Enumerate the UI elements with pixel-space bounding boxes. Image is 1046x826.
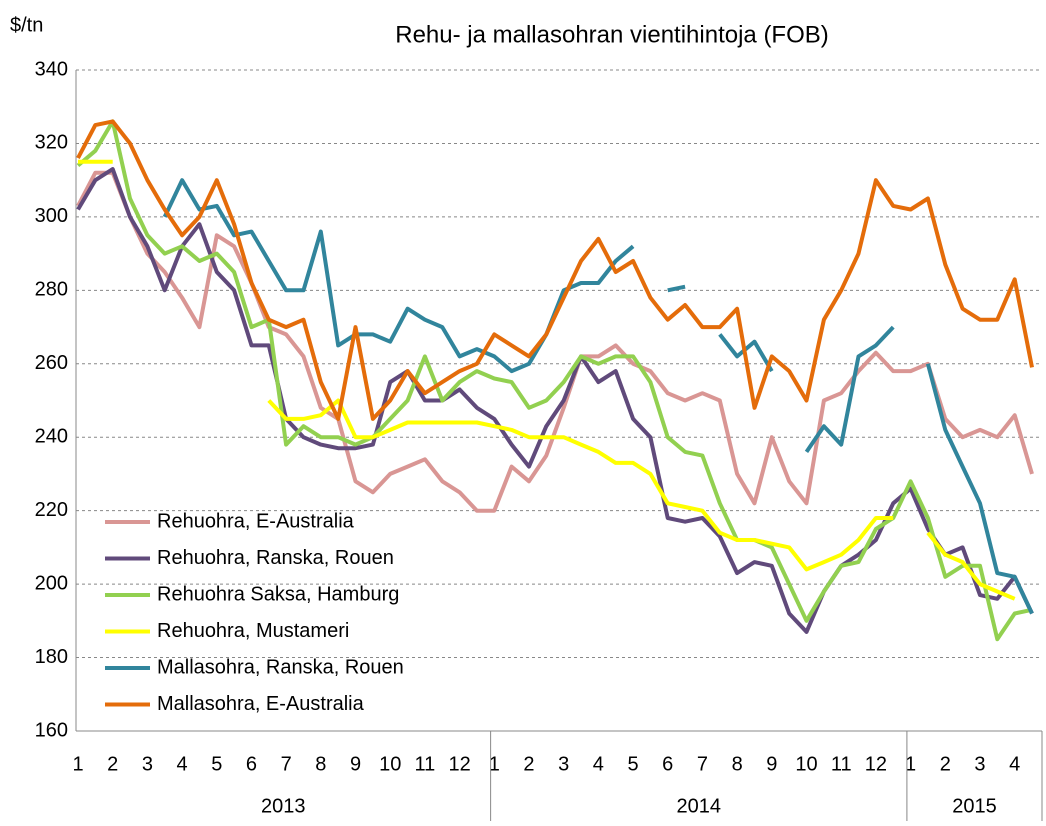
x-tick-label: 11: [415, 753, 436, 775]
legend-label: Mallasohra, Ranska, Rouen: [157, 656, 404, 678]
x-tick-label: 3: [974, 753, 985, 775]
x-tick-label: 1: [72, 753, 83, 775]
y-tick-label: 320: [35, 132, 68, 154]
legend-label: Mallasohra, E-Australia: [157, 693, 365, 715]
y-tick-label: 160: [35, 719, 68, 741]
x-tick-label: 5: [211, 753, 222, 775]
series-line: [78, 159, 1016, 601]
x-tick-label: 7: [697, 753, 708, 775]
x-tick-label: 8: [732, 753, 743, 775]
x-tick-label: 9: [766, 753, 777, 775]
series-line: [76, 167, 1034, 634]
x-tick-label: 8: [315, 753, 326, 775]
x-tick-label: 12: [448, 753, 470, 775]
x-tick-label: 7: [281, 753, 292, 775]
legend-label: Rehuohra, E-Australia: [157, 510, 355, 532]
y-tick-label: 200: [35, 572, 68, 594]
legend-label: Rehuohra, Mustameri: [157, 620, 349, 642]
series-line: [76, 119, 1033, 642]
x-tick-label: 10: [379, 753, 401, 775]
y-tick-label: 260: [35, 352, 68, 374]
x-tick-label: 4: [177, 753, 188, 775]
y-tick-label: 340: [35, 58, 68, 80]
year-label: 2014: [677, 795, 722, 817]
x-tick-label: 3: [142, 753, 153, 775]
x-tick-label: 2: [107, 753, 118, 775]
y-tick-label: 280: [35, 279, 68, 301]
x-tick-label: 10: [795, 753, 817, 775]
x-tick-label: 3: [558, 753, 569, 775]
year-label: 2013: [261, 795, 306, 817]
x-tick-label: 6: [246, 753, 257, 775]
series-line: [76, 170, 1034, 513]
x-tick-label: 1: [905, 753, 916, 775]
x-tick-label: 2: [940, 753, 951, 775]
year-label: 2015: [952, 795, 997, 817]
y-tick-label: 220: [35, 499, 68, 521]
x-tick-label: 9: [350, 753, 361, 775]
x-tick-label: 5: [627, 753, 638, 775]
series-line: [76, 119, 1034, 421]
legend-label: Rehuohra Saksa, Hamburg: [157, 583, 399, 605]
chart-title: Rehu- ja mallasohran vientihintoja (FOB): [395, 21, 829, 48]
x-tick-label: 11: [831, 753, 852, 775]
y-tick-label: 240: [35, 426, 68, 448]
x-tick-label: 4: [1009, 753, 1020, 775]
x-tick-label: 6: [662, 753, 673, 775]
x-tick-label: 4: [593, 753, 604, 775]
y-tick-label: 300: [35, 205, 68, 227]
x-tick-label: 12: [865, 753, 887, 775]
x-tick-label: 2: [523, 753, 534, 775]
x-tick-label: 1: [489, 753, 500, 775]
y-axis-label: $/tn: [10, 14, 43, 36]
legend-label: Rehuohra, Ranska, Rouen: [157, 547, 394, 569]
y-tick-label: 180: [35, 646, 68, 668]
